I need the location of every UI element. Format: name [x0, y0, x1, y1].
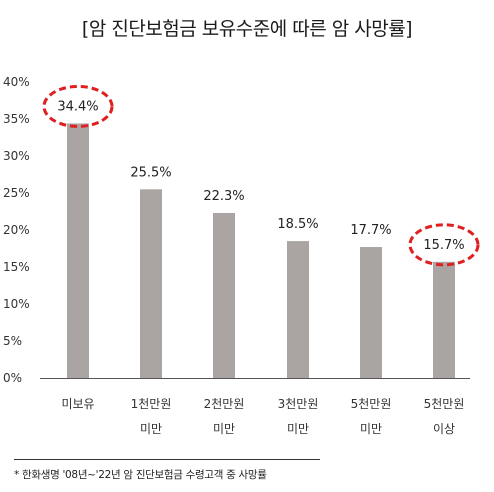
- x-tick-label: 5천만원: [424, 396, 465, 411]
- footnote-divider: [14, 459, 320, 460]
- y-tick-label: 35%: [3, 112, 30, 126]
- y-tick-label: 10%: [3, 297, 30, 311]
- x-tick-label: 미만: [213, 422, 235, 436]
- x-tick-label: 이상: [433, 422, 455, 436]
- y-tick-label: 40%: [3, 75, 30, 89]
- y-tick-label: 30%: [3, 149, 30, 163]
- x-tick-label: 2천만원: [204, 396, 245, 411]
- highlight-circle: [408, 223, 480, 267]
- data-label: 25.5%: [130, 165, 171, 180]
- data-label: 34.4%: [57, 99, 98, 114]
- bar: [67, 123, 89, 378]
- y-tick-label: 5%: [3, 334, 22, 348]
- bar: [360, 247, 382, 378]
- data-label: 22.3%: [203, 189, 244, 204]
- x-tick-label: 1천만원: [131, 396, 172, 411]
- bar: [140, 189, 162, 378]
- x-tick-label: 미만: [287, 422, 309, 436]
- x-tick-label: 미보유: [61, 397, 94, 411]
- bar: [433, 261, 455, 378]
- x-tick-label: 미만: [360, 422, 382, 436]
- data-label: 18.5%: [277, 217, 318, 232]
- data-label: 15.7%: [423, 238, 464, 253]
- x-tick-label: 미만: [140, 422, 162, 436]
- bar: [213, 212, 235, 378]
- x-tick-label: 5천만원: [351, 396, 392, 411]
- y-tick-label: 20%: [3, 223, 30, 237]
- highlight-circle: [42, 84, 114, 128]
- y-tick-label: 0%: [3, 371, 22, 385]
- y-tick-label: 15%: [3, 260, 30, 274]
- bar: [287, 241, 309, 378]
- data-label: 17.7%: [350, 223, 391, 238]
- y-tick-label: 25%: [3, 186, 30, 200]
- footnote: * 한화생명 '08년~'22년 암 진단보험금 수령고객 중 사망률: [14, 469, 267, 481]
- x-tick-label: 3천만원: [278, 396, 319, 411]
- chart-title: [암 진단보험금 보유수준에 따른 암 사망률]: [81, 18, 413, 40]
